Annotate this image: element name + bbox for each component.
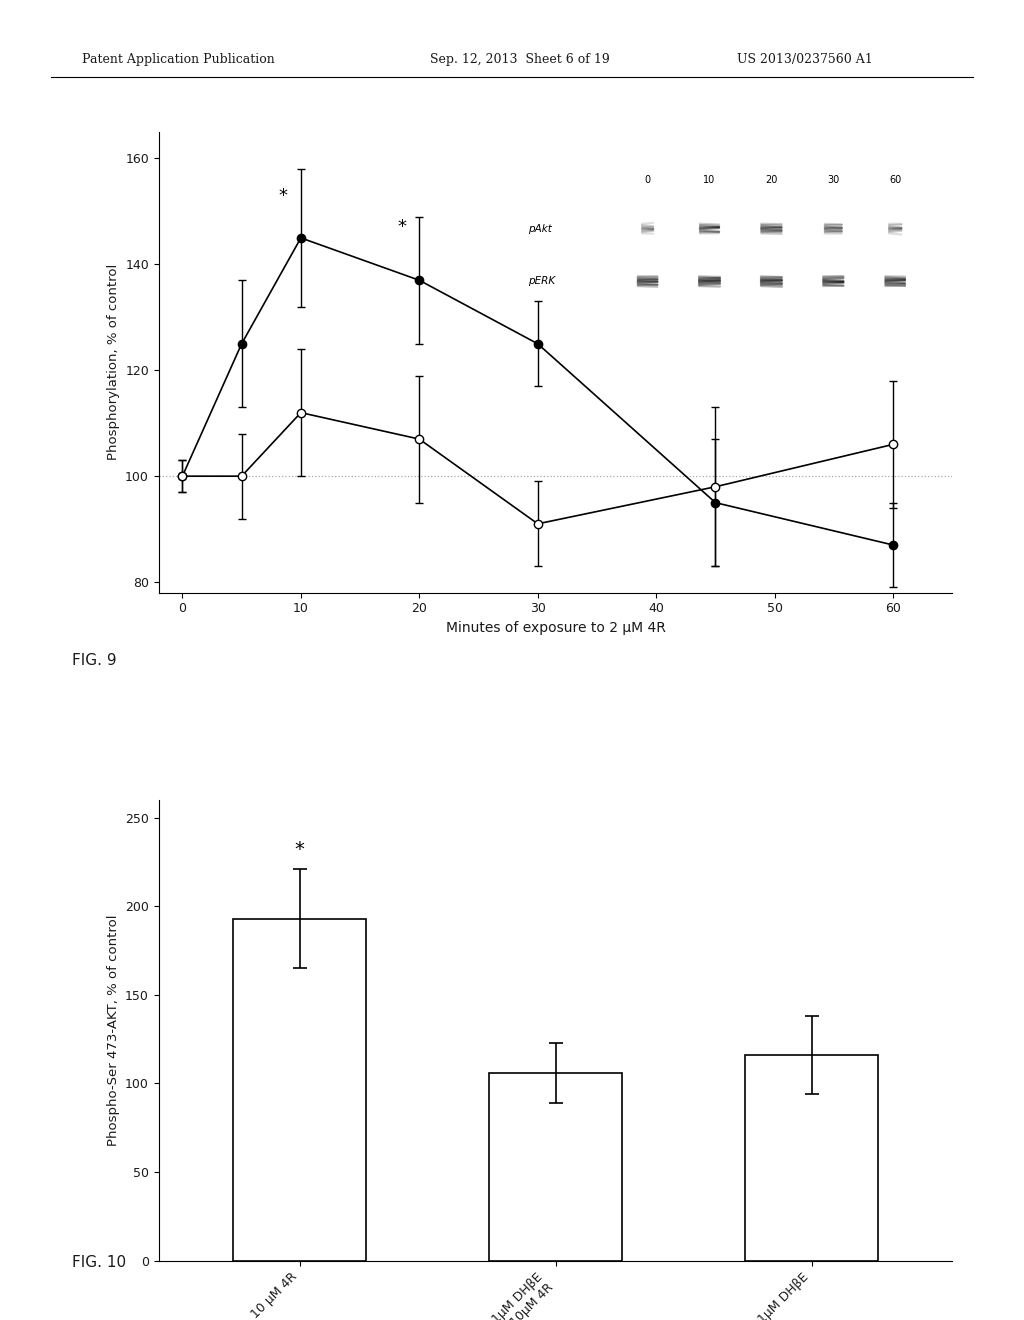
X-axis label: Minutes of exposure to 2 μM 4R: Minutes of exposure to 2 μM 4R [445,620,666,635]
Text: FIG. 10: FIG. 10 [72,1255,126,1270]
Bar [489,1073,623,1261]
Y-axis label: Phospho-Ser 473-AKT, % of control: Phospho-Ser 473-AKT, % of control [106,915,120,1146]
Text: FIG. 9: FIG. 9 [72,653,117,668]
Text: *: * [279,186,288,205]
Text: *: * [295,840,304,859]
Text: US 2013/0237560 A1: US 2013/0237560 A1 [737,53,873,66]
Text: Patent Application Publication: Patent Application Publication [82,53,274,66]
Text: Sep. 12, 2013  Sheet 6 of 19: Sep. 12, 2013 Sheet 6 of 19 [430,53,610,66]
Bar [745,1055,879,1261]
Text: *: * [397,218,407,236]
Y-axis label: Phosphorylation, % of control: Phosphorylation, % of control [106,264,120,461]
Bar [233,919,367,1261]
